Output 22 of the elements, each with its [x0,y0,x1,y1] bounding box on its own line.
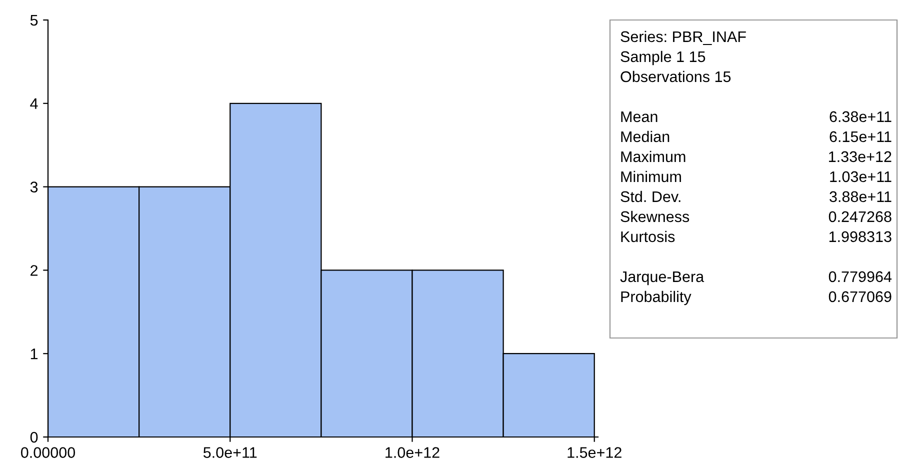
x-tick-label: 1.5e+12 [568,447,622,458]
text: Median 6.15e+11 [621,130,892,142]
x-tick-label: 5.0e+11 [203,447,257,458]
y-tick-label: 4 [30,98,38,109]
text: Probability 0.677069 [621,290,892,306]
y-tick-label: 0 [30,432,38,443]
text: Std. Dev. 3.88e+11 [620,190,892,202]
y-tick-label: 5 [30,15,38,26]
text: Minimum 1.03e+11 [621,170,892,182]
x-tick-label: 1.0e+12 [386,447,440,458]
x-tick-label: 0.00000 [20,447,76,458]
text: Kurtosis 1.998313 [621,230,892,242]
text: Skewness 0.247268 [620,210,892,222]
text: Jarque-Bera 0.779964 [620,271,892,286]
text: Maximum 1.33e+12 [621,150,892,162]
text: Mean 6.38e+11 [621,111,892,122]
y-tick-label: 1 [30,348,38,360]
text: Observations 15 [620,70,731,82]
text: Sample 1 15 [620,50,706,66]
y-tick-label: 2 [30,265,38,276]
y-tick-label: 3 [30,182,38,192]
text: Series: PBR_INAF [620,30,746,45]
